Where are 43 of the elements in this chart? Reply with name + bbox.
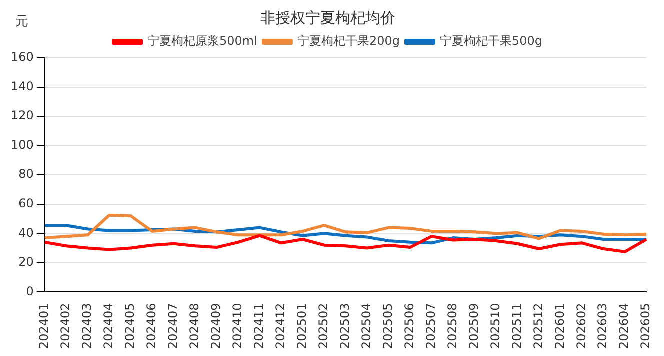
x-tick-label: 202408: [187, 303, 202, 350]
x-tick-label: 202410: [230, 303, 244, 350]
y-tick-label: 80: [18, 167, 34, 182]
x-tick-label: 202404: [101, 303, 116, 350]
x-tick-label: 202512: [531, 303, 546, 350]
x-tick-label: 202602: [574, 303, 588, 350]
y-tick-label: 140: [11, 79, 34, 94]
y-axis-title: 元: [16, 14, 28, 30]
x-tick-label: 202505: [380, 303, 395, 350]
x-tick-label: 202411: [252, 303, 266, 350]
x-tick-label: 202406: [144, 303, 158, 350]
x-tick-label: 202604: [617, 303, 632, 350]
y-tick-label: 20: [18, 255, 34, 270]
y-tick-label: 160: [11, 50, 34, 64]
y-tick-label: 100: [11, 138, 34, 152]
x-tick-label: 202506: [402, 303, 416, 350]
x-tick-label: 202409: [208, 303, 223, 350]
x-tick-label: 202502: [316, 303, 330, 350]
x-tick-label: 202508: [445, 303, 460, 350]
y-tick-label: 0: [26, 284, 34, 298]
x-tick-label: 202511: [510, 303, 524, 350]
x-tick-label: 202412: [273, 303, 288, 350]
x-tick-label: 202407: [166, 303, 180, 350]
legend-label: 宁夏枸杞干果200g: [297, 34, 400, 48]
x-tick-label: 202405: [122, 303, 137, 350]
x-tick-label: 202507: [424, 303, 438, 350]
legend-label: 宁夏枸杞干果500g: [440, 34, 542, 48]
x-tick-label: 202503: [338, 303, 352, 350]
y-tick-label: 60: [18, 196, 34, 210]
chart-title: 非授权宁夏枸杞均价: [260, 8, 396, 27]
x-tick-label: 202402: [58, 303, 73, 350]
x-tick-label: 202501: [294, 303, 309, 350]
y-tick-label: 40: [18, 226, 34, 240]
x-tick-label: 202509: [466, 303, 481, 350]
x-tick-label: 202510: [488, 303, 502, 350]
y-tick-label: 120: [11, 108, 34, 123]
x-tick-label: 202601: [552, 303, 567, 350]
x-tick-label: 202504: [359, 303, 374, 350]
x-tick-label: 202603: [596, 303, 610, 350]
x-tick-label: 202401: [37, 303, 52, 350]
legend-label: 宁夏枸杞原浆500ml: [148, 34, 258, 48]
x-tick-label: 202403: [80, 303, 94, 350]
x-tick-label: 202605: [638, 303, 653, 350]
